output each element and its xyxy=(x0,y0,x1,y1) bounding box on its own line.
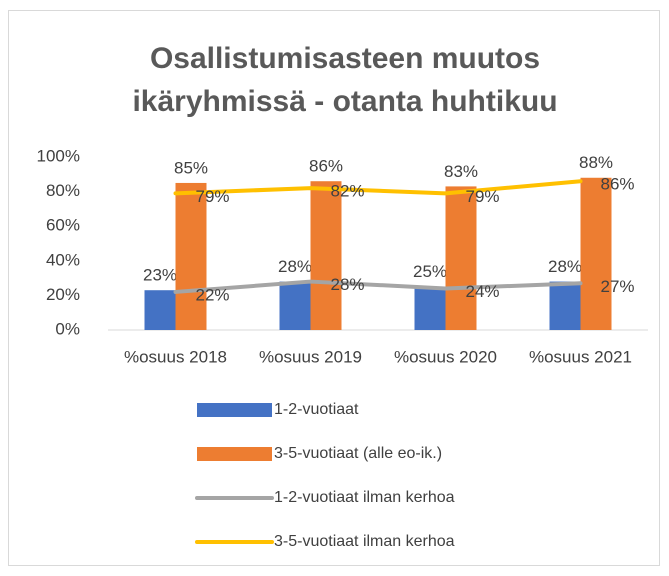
x-tick-label: %osuus 2019 xyxy=(259,347,362,366)
data-label: 86% xyxy=(601,175,635,194)
data-label: 22% xyxy=(196,285,230,304)
bar xyxy=(549,281,581,330)
data-label: 88% xyxy=(579,153,613,172)
bar xyxy=(175,182,207,330)
bar xyxy=(414,286,446,330)
data-label: 86% xyxy=(309,157,343,176)
line xyxy=(173,279,583,294)
y-tick-label: 0% xyxy=(55,319,80,338)
legend-swatch xyxy=(197,403,272,417)
data-label: 28% xyxy=(278,257,312,276)
chart-title: ikäryhmissä - otanta huhtikuu xyxy=(132,85,557,118)
y-tick-label: 60% xyxy=(46,216,80,235)
line xyxy=(173,179,583,196)
data-label: 28% xyxy=(548,257,582,276)
legend-label: 1-2-vuotiaat xyxy=(274,401,359,418)
data-label: 25% xyxy=(413,262,447,281)
x-tick-label: %osuus 2018 xyxy=(124,347,227,366)
data-label: 24% xyxy=(466,282,500,301)
data-label: 85% xyxy=(174,158,208,177)
chart-title: Osallistumisasteen muutos xyxy=(150,42,540,75)
bar xyxy=(279,281,311,330)
x-tick-label: %osuus 2021 xyxy=(529,347,632,366)
data-label: 28% xyxy=(331,275,365,294)
legend-label: 1-2-vuotiaat ilman kerhoa xyxy=(274,489,455,506)
bar xyxy=(445,186,477,330)
data-label: 83% xyxy=(444,162,478,181)
legend-label: 3-5-vuotiaat (alle eo-ik.) xyxy=(274,445,442,462)
x-tick-label: %osuus 2020 xyxy=(394,347,497,366)
bar xyxy=(144,290,176,330)
y-tick-label: 20% xyxy=(46,285,80,304)
legend-swatch xyxy=(197,447,272,461)
data-label: 79% xyxy=(196,187,230,206)
y-tick-label: 100% xyxy=(37,146,80,165)
bar xyxy=(580,177,612,330)
legend-label: 3-5-vuotiaat ilman kerhoa xyxy=(274,533,455,550)
data-label: 23% xyxy=(143,266,177,285)
bar xyxy=(310,181,342,330)
y-tick-label: 80% xyxy=(46,181,80,200)
y-tick-label: 40% xyxy=(46,250,80,269)
data-label: 79% xyxy=(466,187,500,206)
data-label: 27% xyxy=(601,277,635,296)
data-label: 82% xyxy=(331,182,365,201)
